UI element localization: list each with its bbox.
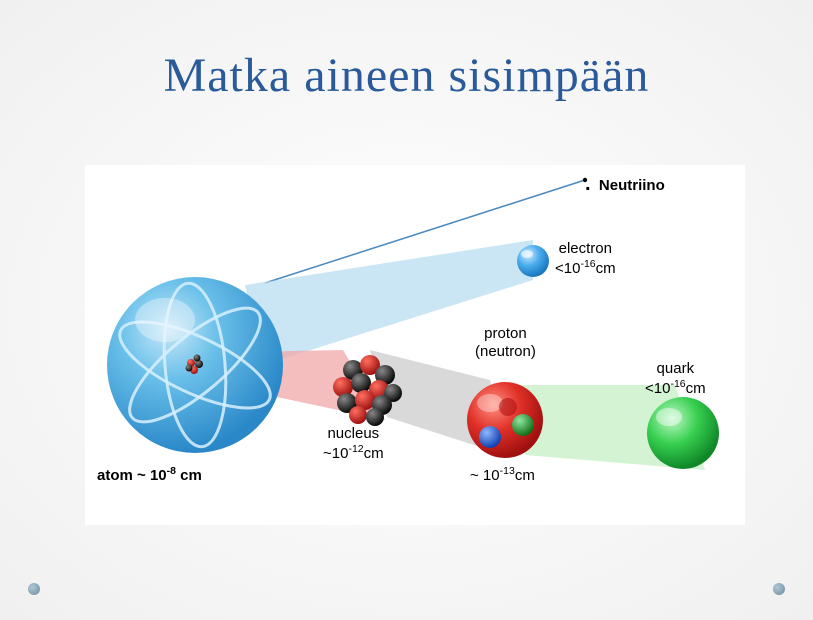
- neutrino-label: . Neutriino: [585, 172, 665, 196]
- proton-label: proton (neutron): [475, 325, 536, 361]
- electron-icon: [517, 245, 549, 277]
- proton-icon: [467, 382, 543, 458]
- quark-icon: [647, 397, 719, 469]
- quark-label: quark <10-16cm: [645, 360, 706, 398]
- atom-label: atom ~ 10-8 cm: [97, 465, 202, 485]
- footer-dot-right: [773, 583, 785, 595]
- electron-label: electron <10-16cm: [555, 240, 616, 278]
- electron-highlight: [521, 250, 533, 258]
- particle-diagram: . Neutriino electron <10-16cm proton (ne…: [85, 165, 745, 525]
- atom-icon: [107, 277, 283, 453]
- page-title: Matka aineen sisimpään: [0, 48, 813, 103]
- nucleus-label: nucleus ~10-12cm: [323, 425, 384, 463]
- proton-size-label: ~ 10-13cm: [470, 465, 535, 485]
- quark-highlight: [656, 408, 682, 426]
- footer-dot-left: [28, 583, 40, 595]
